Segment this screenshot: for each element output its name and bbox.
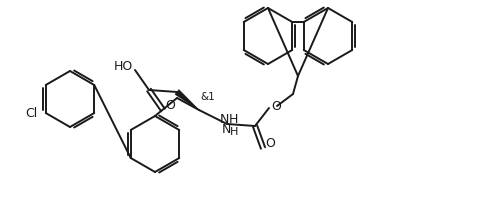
Text: O: O [165, 99, 175, 112]
Text: O: O [271, 99, 281, 112]
Text: O: O [265, 137, 275, 150]
Text: HO: HO [114, 60, 133, 73]
Text: H: H [230, 127, 238, 137]
Text: N: N [221, 123, 231, 136]
Text: N: N [220, 113, 229, 126]
Polygon shape [175, 90, 199, 110]
Text: &1: &1 [200, 92, 215, 102]
Text: Cl: Cl [26, 106, 38, 119]
Text: H: H [229, 113, 238, 126]
